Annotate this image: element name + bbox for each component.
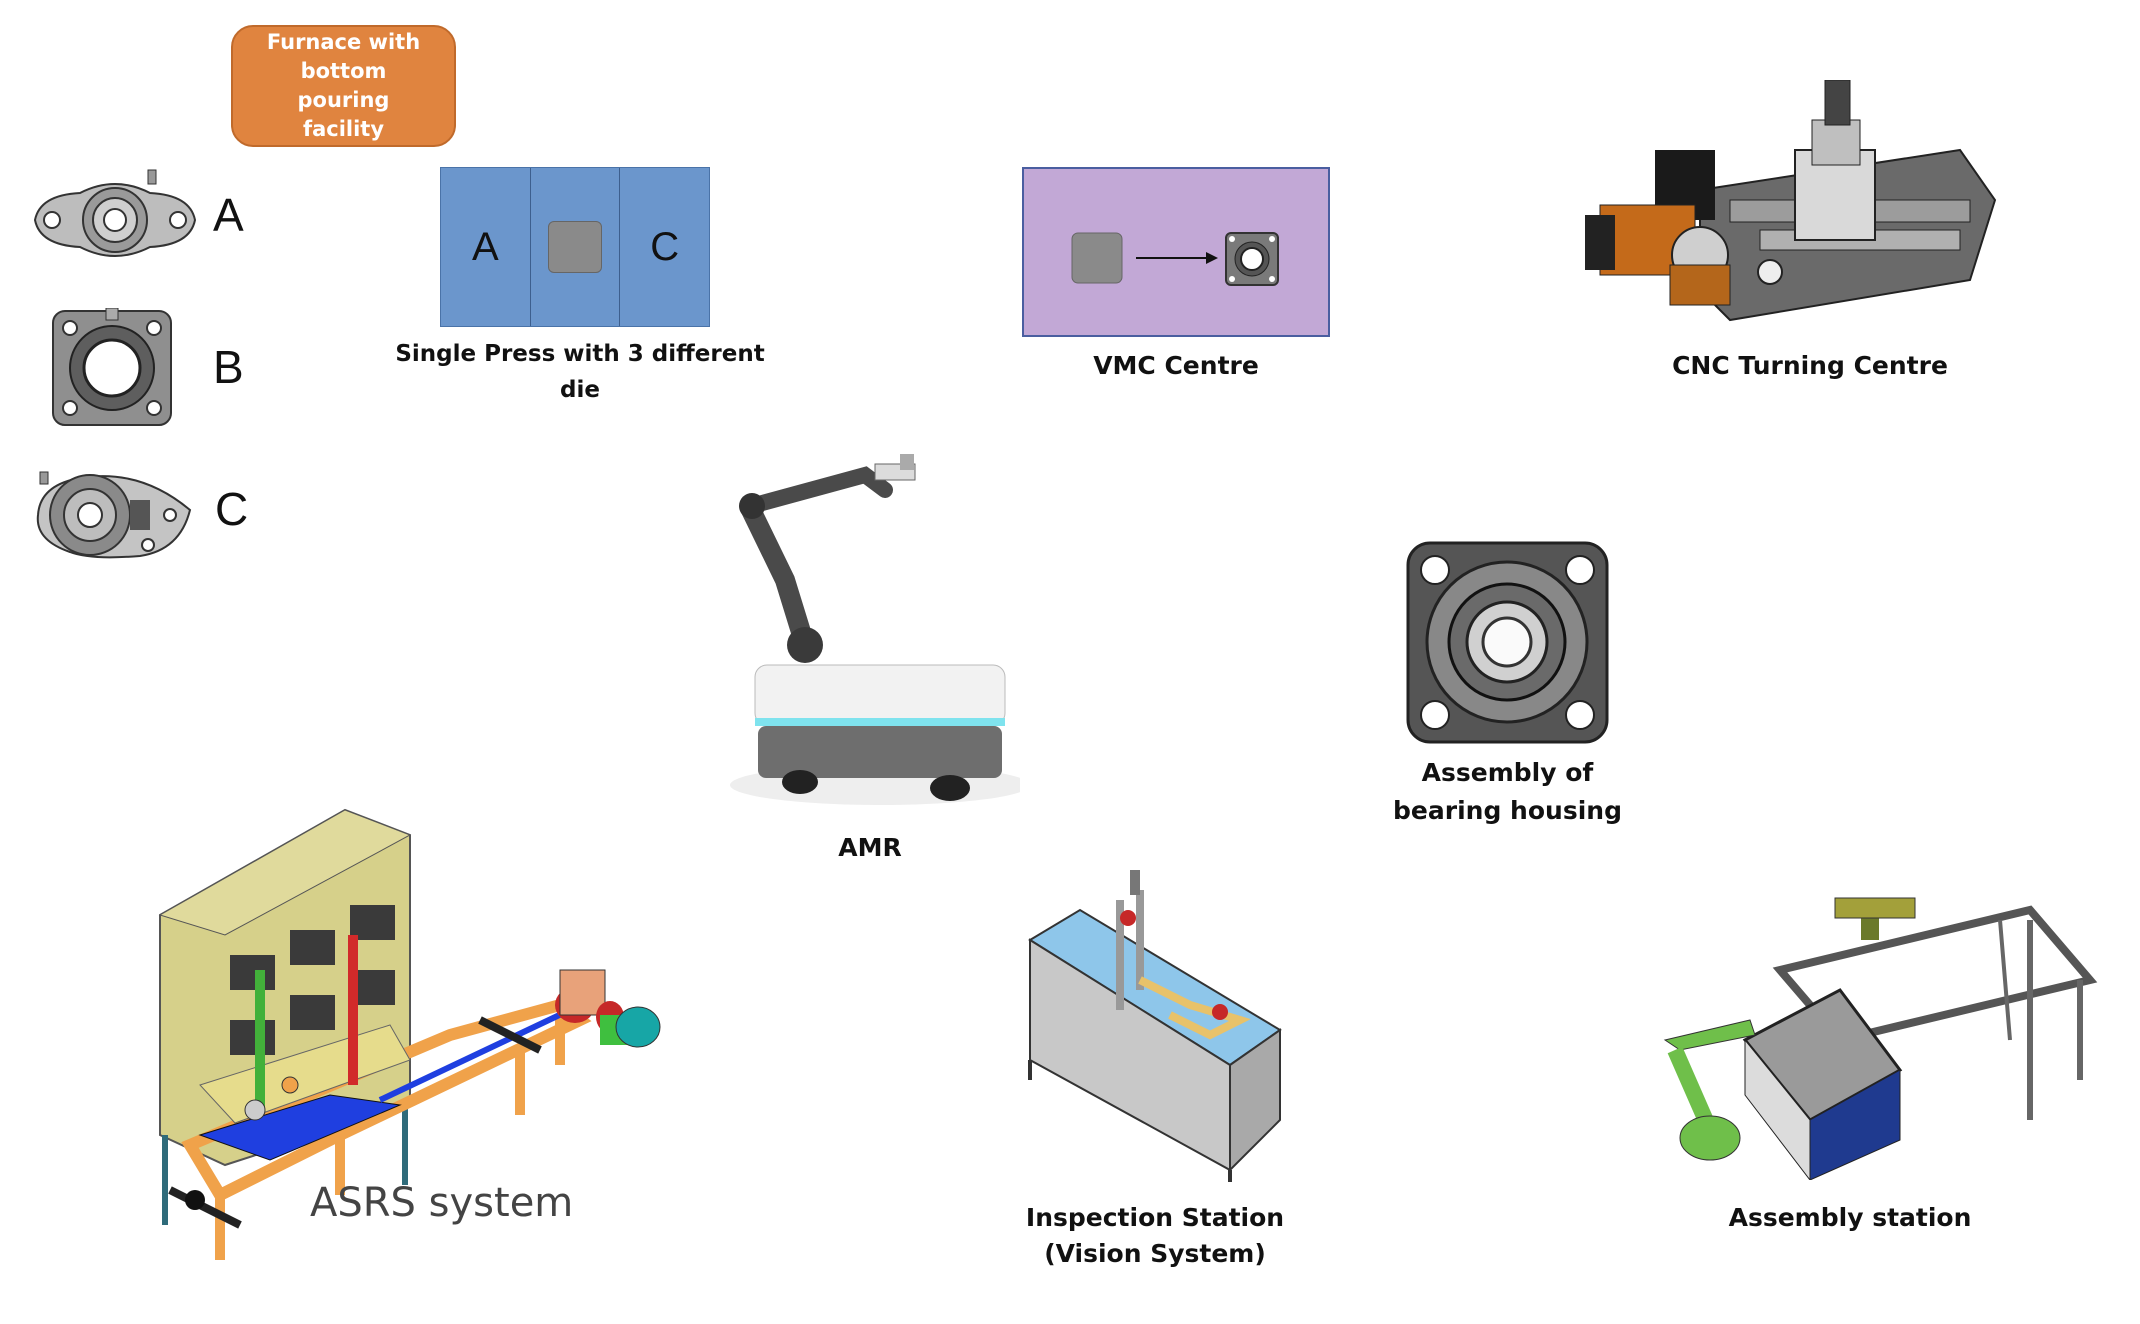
amr-label: AMR bbox=[838, 833, 902, 862]
amr-robot-icon bbox=[730, 454, 1020, 805]
vmc-box bbox=[1022, 167, 1330, 337]
part-letter-b: B bbox=[213, 341, 244, 393]
inspection-label: Inspection Station (Vision System) bbox=[1025, 1203, 1285, 1268]
assembly-station-label: Assembly station bbox=[1728, 1203, 1972, 1232]
bearing-housing-assembly-icon bbox=[1406, 541, 1609, 744]
part-letter-a: A bbox=[213, 189, 244, 241]
square-flange-bearing-icon bbox=[52, 308, 172, 426]
assembly-housing-label: Assembly of bearing housing bbox=[1393, 758, 1622, 825]
cnc-label: CNC Turning Centre bbox=[1672, 351, 1948, 380]
flange-bearing-2bolt-icon bbox=[33, 169, 197, 257]
furnace-label: Furnace with bottom pouring facility bbox=[266, 30, 421, 141]
press-dies: A C bbox=[440, 167, 710, 327]
blank-workpiece-icon bbox=[548, 221, 602, 273]
vmc-process-icon bbox=[1071, 232, 1279, 286]
asrs-label: ASRS system bbox=[310, 1180, 574, 1226]
die-a: A bbox=[441, 168, 531, 326]
vmc-label: VMC Centre bbox=[1093, 351, 1259, 380]
die-c: C bbox=[650, 224, 680, 269]
inspection-station-icon bbox=[1028, 870, 1282, 1182]
die-blank bbox=[531, 168, 621, 326]
press-label: Single Press with 3 different die bbox=[395, 341, 765, 403]
furnace-box: Furnace with bottom pouring facility bbox=[231, 25, 456, 147]
part-letter-c: C bbox=[215, 483, 249, 535]
flange-bearing-3bolt-icon bbox=[36, 471, 192, 559]
assembly-station-icon bbox=[1663, 897, 2098, 1180]
asrs-system-icon bbox=[158, 808, 661, 1260]
cnc-turning-machine-icon bbox=[1585, 80, 1997, 322]
